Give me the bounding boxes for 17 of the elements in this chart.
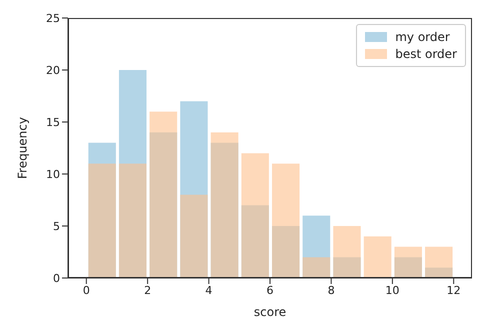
x-axis-title: score	[254, 305, 286, 319]
x-tick-label: 12	[446, 284, 461, 297]
y-tick-label: 10	[46, 168, 60, 181]
legend-label: best order	[395, 47, 457, 61]
y-tick-label: 20	[46, 64, 60, 77]
x-tick-label: 6	[266, 284, 274, 297]
x-tick-label: 10	[385, 284, 400, 297]
y-tick-label: 5	[53, 220, 60, 233]
y-tick-label: 15	[46, 116, 60, 129]
y-tick-label: 0	[53, 272, 60, 285]
x-tick-label: 4	[205, 284, 212, 297]
x-tick-label: 8	[328, 284, 335, 297]
x-tick-label: 0	[82, 284, 90, 297]
legend-label: my order	[395, 30, 450, 44]
y-axis-title: Frequency	[15, 117, 30, 179]
x-tick-label: 2	[144, 284, 152, 297]
y-tick-label: 25	[46, 12, 60, 25]
